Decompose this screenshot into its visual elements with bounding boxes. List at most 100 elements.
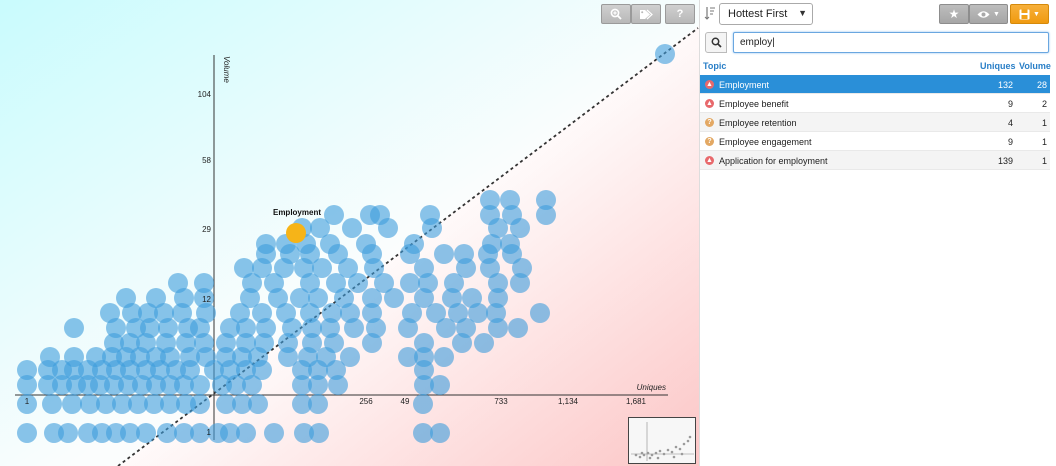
topic-bubble xyxy=(144,394,164,414)
topic-bubble xyxy=(216,333,236,353)
topic-bubble xyxy=(328,375,348,395)
topic-bubble xyxy=(290,288,310,308)
topic-bubble xyxy=(252,303,272,323)
eye-icon xyxy=(977,10,990,18)
topic-bubble xyxy=(154,303,174,323)
scatter-plot[interactable]: 1 49 256 733 1,134 1,681 1 12 29 58 104 Uniques Volu… xyxy=(0,0,700,466)
topic-bubble xyxy=(502,205,522,225)
table-row[interactable]: ▲ Employment 132 28 xyxy=(700,75,1050,94)
x-tick-label: 49 xyxy=(401,397,410,406)
topic-bubble xyxy=(488,273,508,293)
table-row[interactable]: ▲ Employee benefit 9 2 xyxy=(700,94,1050,113)
hot-topic-icon: ▲ xyxy=(705,156,714,165)
y-tick-label: 104 xyxy=(198,90,212,99)
uniques-value: 132 xyxy=(997,80,1013,90)
sort-select-value: Hottest First xyxy=(728,8,788,20)
topic-bubble xyxy=(64,347,84,367)
topic-bubble xyxy=(168,273,188,293)
topic-bubble xyxy=(448,303,468,323)
topic-bubble xyxy=(655,44,675,64)
help-button[interactable]: ? xyxy=(665,4,695,24)
topic-bubble xyxy=(194,273,214,293)
topic-bubble xyxy=(194,333,214,353)
topic-bubble xyxy=(434,347,454,367)
topic-bubble xyxy=(512,258,532,278)
table-row[interactable]: ? Employee engagement 9 1 xyxy=(700,132,1050,151)
volume-value: 1 xyxy=(1041,137,1047,147)
selected-topic-bubble xyxy=(286,223,306,243)
column-header-volume[interactable]: Volume xyxy=(1019,61,1051,71)
topic-bubble xyxy=(324,333,344,353)
topic-bubble xyxy=(230,303,250,323)
topic-bubble xyxy=(58,423,78,443)
search-button[interactable] xyxy=(705,32,727,53)
chevron-down-icon: ▼ xyxy=(798,8,807,18)
topic-bubble xyxy=(413,394,433,414)
topic-bubble xyxy=(17,375,37,395)
topic-bubble xyxy=(300,273,320,293)
topic-bubble xyxy=(212,375,232,395)
topic-bubble xyxy=(234,258,254,278)
save-menu-button[interactable]: ▼ xyxy=(1010,4,1049,24)
topic-bubble xyxy=(160,375,180,395)
topic-bubble xyxy=(292,394,312,414)
topic-bubble xyxy=(334,288,354,308)
topic-bubble xyxy=(136,333,156,353)
topic-bubble xyxy=(172,303,192,323)
topic-bubble xyxy=(38,375,58,395)
table-row[interactable]: ▲ Application for employment 139 1 xyxy=(700,151,1050,170)
topic-bubble xyxy=(86,347,106,367)
topic-bubble xyxy=(398,347,418,367)
topic-bubble xyxy=(454,244,474,264)
zoom-in-button[interactable] xyxy=(601,4,631,24)
x-tick-label: 733 xyxy=(494,397,508,406)
topic-bubble xyxy=(278,333,298,353)
topic-bubble xyxy=(248,394,268,414)
x-axis-title: Uniques xyxy=(637,383,666,392)
topic-bubble xyxy=(240,288,260,308)
topic-bubble xyxy=(414,347,434,367)
volume-value: 28 xyxy=(1036,80,1047,90)
topic-bubble xyxy=(160,394,180,414)
x-tick-label: 1,681 xyxy=(626,397,647,406)
topic-bubble xyxy=(254,333,274,353)
y-tick-label: 58 xyxy=(202,156,211,165)
topic-bubble xyxy=(256,318,276,338)
table-row[interactable]: ? Employee retention 4 1 xyxy=(700,113,1050,132)
sort-select[interactable]: Hottest First ▼ xyxy=(719,3,813,25)
topic-bubble xyxy=(482,234,502,254)
topic-bubble xyxy=(436,318,456,338)
topic-bubble xyxy=(282,318,302,338)
topic-bubble xyxy=(138,303,158,323)
hot-topic-icon: ▲ xyxy=(705,99,714,108)
topic-bubble xyxy=(216,347,236,367)
favorite-button[interactable]: ★ xyxy=(939,4,969,24)
topic-bubble xyxy=(146,288,166,308)
topic-bubble xyxy=(122,303,142,323)
topic-bubble xyxy=(414,258,434,278)
topic-bubble xyxy=(488,288,508,308)
topic-bubble xyxy=(468,303,488,323)
topic-bubble xyxy=(196,303,216,323)
reference-diagonal xyxy=(117,27,699,466)
x-tick-label: 1,134 xyxy=(558,397,579,406)
column-header-topic[interactable]: Topic xyxy=(703,61,727,71)
minimap[interactable] xyxy=(628,417,696,464)
column-header-uniques[interactable]: Uniques xyxy=(980,61,1016,71)
search-input[interactable] xyxy=(733,32,1049,53)
topic-bubble xyxy=(156,333,176,353)
topic-bubble xyxy=(480,205,500,225)
topic-bubble xyxy=(78,423,98,443)
bubble-chart[interactable]: 1 49 256 733 1,134 1,681 1 12 29 58 104 Uniques Volu… xyxy=(0,0,700,466)
view-menu-button[interactable]: ▼ xyxy=(969,4,1008,24)
topic-bubble xyxy=(374,273,394,293)
topic-bubble xyxy=(426,303,446,323)
topic-bubble xyxy=(176,333,196,353)
topic-bubble xyxy=(308,394,328,414)
topic-bubble xyxy=(462,288,482,308)
topic-bubble xyxy=(236,333,256,353)
topic-bubble xyxy=(176,394,196,414)
tag-button[interactable] xyxy=(631,4,661,24)
caret-down-icon: ▼ xyxy=(993,10,1000,18)
topic-bubble xyxy=(302,318,322,338)
